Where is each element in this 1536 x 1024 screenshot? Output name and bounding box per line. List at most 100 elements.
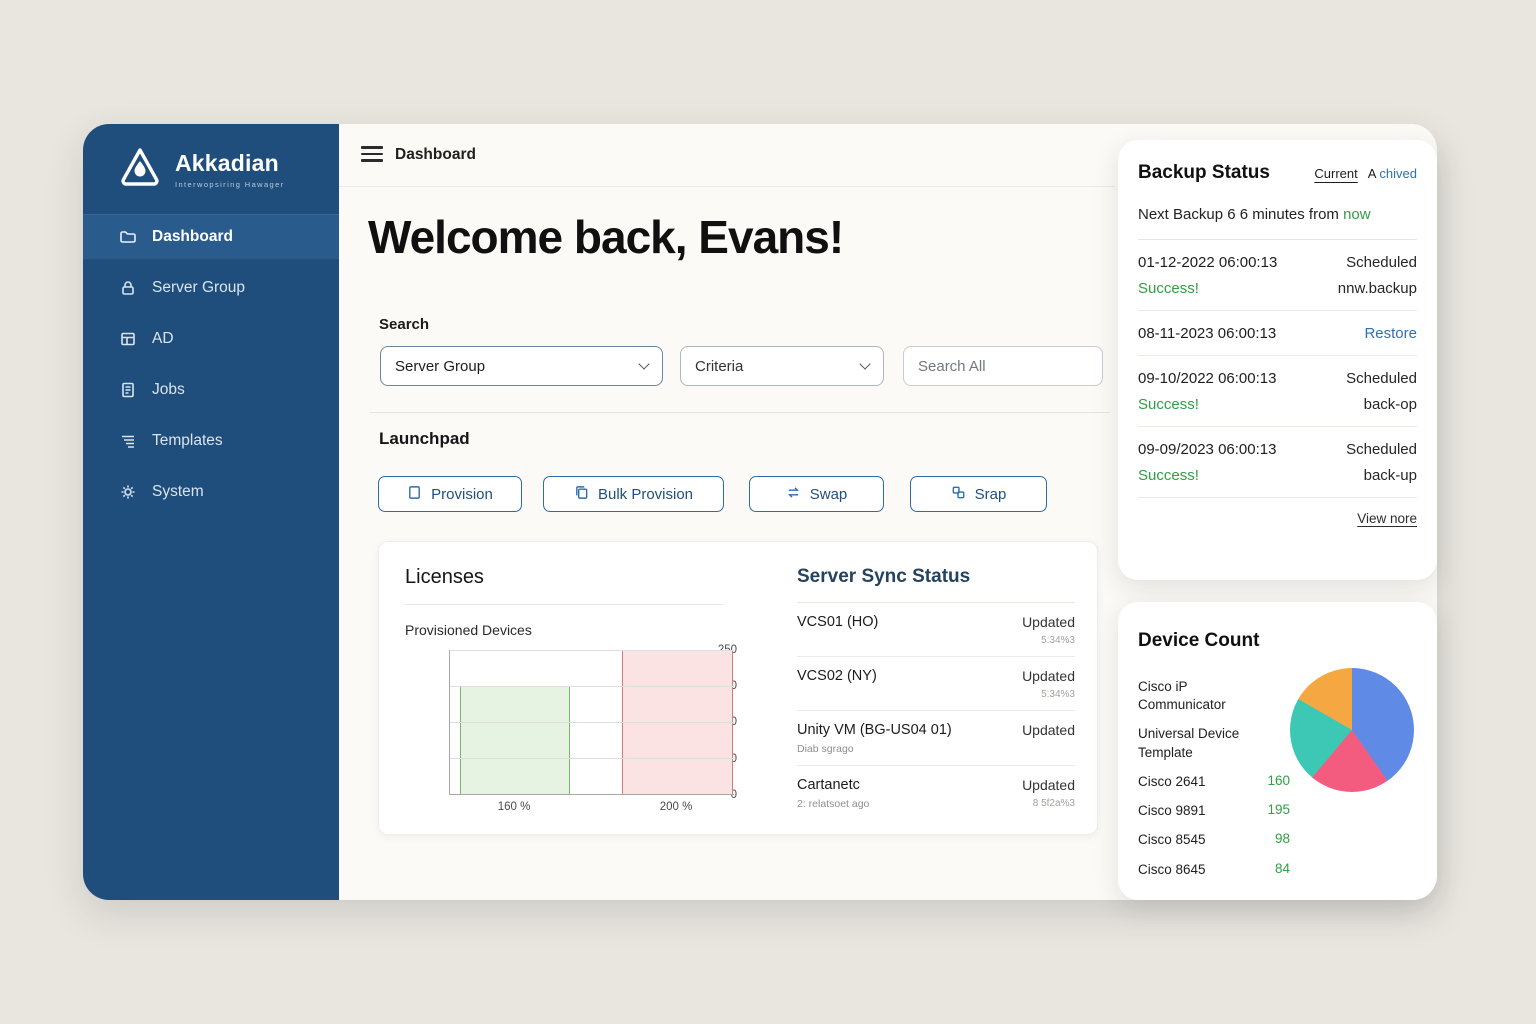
sidebar: Akkadian Interwopsiring Hawager Dashboar… <box>83 124 339 900</box>
tab-label: chived <box>1379 166 1417 181</box>
brand-subtitle: Interwopsiring Hawager <box>175 180 285 189</box>
backup-type: Scheduled <box>1346 370 1417 387</box>
server-subtext: Diab sgrago <box>797 743 854 755</box>
brand-title: Akkadian <box>175 150 279 176</box>
search-criteria-select[interactable]: Criteria <box>680 346 884 386</box>
padlock-icon <box>119 279 137 297</box>
sidebar-item-jobs[interactable]: Jobs <box>83 367 339 413</box>
sync-time: 5:34%3 <box>1041 689 1075 700</box>
swap-button[interactable]: Swap <box>749 476 884 512</box>
sync-status: Updated <box>1022 614 1075 630</box>
divider <box>405 604 723 605</box>
section-divider <box>370 412 1110 413</box>
sidebar-item-server-group[interactable]: Server Group <box>83 265 339 311</box>
backup-row: 09-09/2023 06:00:13 Success! Scheduled b… <box>1138 427 1417 498</box>
button-label: Provision <box>431 485 493 503</box>
folder-icon <box>119 228 137 246</box>
search-input[interactable] <box>903 346 1103 386</box>
divider <box>1138 239 1417 240</box>
legend-label: Cisco iP Communicator <box>1138 679 1226 713</box>
brand: Akkadian Interwopsiring Hawager <box>117 144 285 195</box>
provisioned-devices-label: Provisioned Devices <box>405 622 532 638</box>
sidebar-item-label: Dashboard <box>152 228 233 245</box>
next-backup-text: Next Backup 6 6 minutes from <box>1138 206 1339 223</box>
copy-icon <box>574 485 589 504</box>
sidebar-item-label: Jobs <box>152 381 185 398</box>
bulk-provision-button[interactable]: Bulk Provision <box>543 476 724 512</box>
tab-current[interactable]: Current <box>1314 166 1358 181</box>
search-criteria-value: Criteria <box>695 357 744 375</box>
x-tick: 160 % <box>497 801 531 813</box>
search-group-value: Server Group <box>395 357 486 375</box>
licenses-title: Licenses <box>405 566 484 588</box>
backup-date: 09-10/2022 06:00:13 <box>1138 370 1277 387</box>
file-icon <box>407 485 422 504</box>
backup-date: 09-09/2023 06:00:13 <box>1138 441 1277 458</box>
legend-value: 195 <box>1267 802 1290 818</box>
sync-row: VCS02 (NY) Updated 5:34%3 <box>797 657 1075 711</box>
bar-160-percent <box>460 686 570 794</box>
sidebar-item-label: Server Group <box>152 279 246 296</box>
backup-status-text: Success! <box>1138 396 1199 413</box>
gear-icon <box>119 483 137 501</box>
document-icon <box>119 381 137 399</box>
restore-link[interactable]: Restore <box>1364 325 1417 342</box>
y-tick: 0 <box>730 789 737 801</box>
brand-text: Akkadian Interwopsiring Hawager <box>175 150 285 189</box>
backup-type: Scheduled <box>1346 441 1417 458</box>
button-label: Swap <box>809 485 848 503</box>
sidebar-item-label: Templates <box>152 432 223 449</box>
legend-label: Cisco 8645 <box>1138 861 1206 877</box>
backup-row: 08-11-2023 06:00:13 Restore <box>1138 311 1417 356</box>
licenses-card: Licenses Provisioned Devices 250 120 100… <box>378 541 1098 835</box>
server-name: Cartanetc <box>797 777 860 793</box>
legend-item: Cisco 2641 160 <box>1138 773 1290 791</box>
sidebar-item-dashboard[interactable]: Dashboard <box>83 214 339 260</box>
divider <box>797 602 1075 603</box>
backup-name: back-op <box>1363 396 1417 413</box>
button-label: Bulk Provision <box>597 485 694 503</box>
sidebar-item-templates[interactable]: Templates <box>83 418 339 464</box>
server-name: VCS01 (HO) <box>797 614 879 630</box>
launchpad-title: Launchpad <box>379 429 470 448</box>
legend-item: Cisco 8645 84 <box>1138 861 1290 879</box>
backup-name: nnw.backup <box>1337 280 1417 297</box>
backup-title: Backup Status <box>1138 162 1270 183</box>
sidebar-item-system[interactable]: System <box>83 469 339 515</box>
chevron-down-icon <box>638 358 650 370</box>
legend-label: Cisco 8545 <box>1138 832 1206 848</box>
srap-button[interactable]: Srap <box>910 476 1047 512</box>
page-title: Welcome back, Evans! <box>368 211 844 263</box>
legend-value: 84 <box>1274 860 1290 876</box>
server-name: Unity VM (BG-US04 01) <box>797 722 952 738</box>
backup-name: back-up <box>1363 467 1417 484</box>
sidebar-item-ad[interactable]: AD <box>83 316 339 362</box>
provision-button[interactable]: Provision <box>378 476 522 512</box>
server-subtext: 2: relatsoet ago <box>797 798 870 810</box>
next-backup-now: now <box>1343 206 1371 223</box>
backup-date: 01-12-2022 06:00:13 <box>1138 254 1278 271</box>
legend-label: Universal Device Template <box>1138 726 1240 760</box>
sync-time: 5:34%3 <box>1041 635 1075 646</box>
swap-arrows-icon <box>786 485 801 504</box>
search-group-select[interactable]: Server Group <box>380 346 663 386</box>
akkadian-logo-icon <box>117 144 163 195</box>
button-label: Srap <box>974 485 1007 503</box>
device-count-card: Device Count Cisco iP Communicator Unive… <box>1118 602 1437 900</box>
legend-item: Cisco iP Communicator <box>1138 678 1290 714</box>
legend-value: 160 <box>1267 772 1290 788</box>
licenses-bar-chart: 250 120 100 50 0 160 % 200 % <box>405 644 737 816</box>
menu-icon[interactable] <box>361 146 383 163</box>
legend-item: Universal Device Template <box>1138 725 1290 761</box>
list-icon <box>119 432 137 450</box>
view-more-link[interactable]: View nore <box>1357 511 1417 526</box>
backup-status-text: Success! <box>1138 280 1199 297</box>
table-icon <box>119 330 137 348</box>
sync-status: Updated <box>1022 668 1075 684</box>
sync-row: Unity VM (BG-US04 01) Diab sgrago Update… <box>797 711 1075 766</box>
backup-type: Scheduled <box>1346 254 1417 271</box>
sync-row: VCS01 (HO) Updated 5:34%3 <box>797 603 1075 657</box>
